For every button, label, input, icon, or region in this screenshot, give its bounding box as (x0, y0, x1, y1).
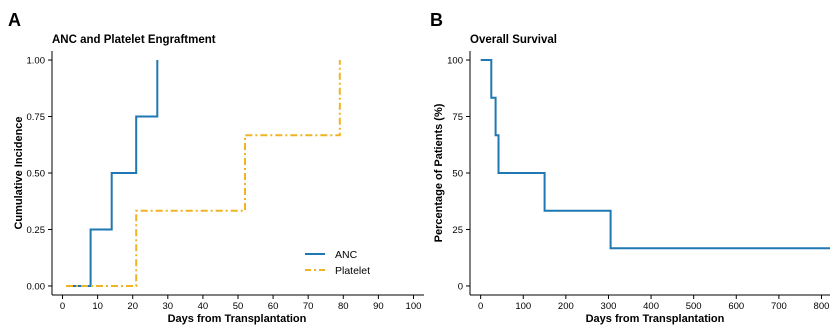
panel-b-title: Overall Survival (470, 34, 557, 46)
legend-anc-label: ANC (335, 249, 358, 261)
panel-b-x-tick-label: 800 (814, 301, 830, 312)
panel-a-x-tick-label: 100 (406, 301, 422, 312)
panel-b-survival-curve (480, 59, 830, 250)
panel-a-letter: A (8, 10, 21, 30)
panel-a: A ANC and Platelet Engraftment Cumulativ… (8, 10, 424, 325)
panel-b-x-tick-label: 500 (686, 301, 702, 312)
panel-a-x-tick-label: 0 (60, 301, 65, 312)
panel-a-platelet-curve (66, 60, 341, 287)
panel-a-x-tick-label: 80 (338, 301, 349, 312)
panel-a-y-tick-label: 0.75 (27, 112, 46, 123)
panel-b-y-axis-title: Percentage of Patients (%) (433, 103, 445, 242)
panel-b-x-axis-title: Days from Transplantation (586, 313, 725, 325)
panel-b-x-tick-label: 300 (601, 301, 617, 312)
panel-b-y-tick-label: 50 (452, 169, 463, 180)
panel-a-anc-curve (66, 60, 159, 287)
panel-a-x-tick-label: 10 (92, 301, 103, 312)
panel-b-series-group (480, 59, 830, 250)
panel-b-y-tick-label: 75 (452, 112, 463, 123)
panel-a-series-group (66, 60, 341, 287)
legend-platelet-label: Platelet (335, 265, 370, 277)
panel-a-x-tick-label: 40 (198, 301, 209, 312)
panel-a-x-tick-label: 70 (303, 301, 314, 312)
panel-a-x-tick-label: 50 (233, 301, 244, 312)
panel-b-y-tick-label: 0 (458, 281, 463, 292)
panel-b: B Overall Survival Percentage of Patient… (430, 10, 830, 325)
panel-b-x-tick-label: 400 (643, 301, 659, 312)
panel-b-y-tick-label: 100 (447, 56, 463, 67)
panel-a-x-tick-label: 60 (268, 301, 279, 312)
panel-a-title: ANC and Platelet Engraftment (52, 34, 216, 46)
panel-b-x-tick-label: 700 (771, 301, 787, 312)
panel-b-letter: B (430, 10, 443, 30)
panel-a-y-tick-label: 0.50 (27, 169, 46, 180)
panel-a-y-tick-label: 1.00 (27, 56, 46, 67)
panel-a-x-tick-label: 30 (163, 301, 174, 312)
panel-b-axes: 0 25 50 75 100 0 100 200 300 400 500 600 700 800 (447, 51, 830, 312)
panel-a-x-tick-label: 90 (373, 301, 384, 312)
panel-b-x-tick-label: 0 (478, 301, 483, 312)
panel-a-x-axis-title: Days from Transplantation (168, 313, 307, 325)
panel-a-x-tick-label: 20 (127, 301, 138, 312)
panel-a-legend: ANC Platelet (305, 249, 370, 277)
panel-a-y-tick-label: 0.25 (27, 225, 46, 236)
panel-b-x-tick-label: 600 (728, 301, 744, 312)
panel-a-y-tick-label: 0.00 (27, 281, 46, 292)
panel-b-x-tick-label: 100 (515, 301, 531, 312)
panel-a-y-axis-title: Cumulative Incidence (13, 116, 25, 229)
panel-a-axes: 0.00 0.25 0.50 0.75 1.00 0 10 20 30 40 50 60 70 80 90 1… (27, 51, 424, 312)
panel-b-x-tick-label: 200 (558, 301, 574, 312)
panel-b-y-tick-label: 25 (452, 225, 463, 236)
